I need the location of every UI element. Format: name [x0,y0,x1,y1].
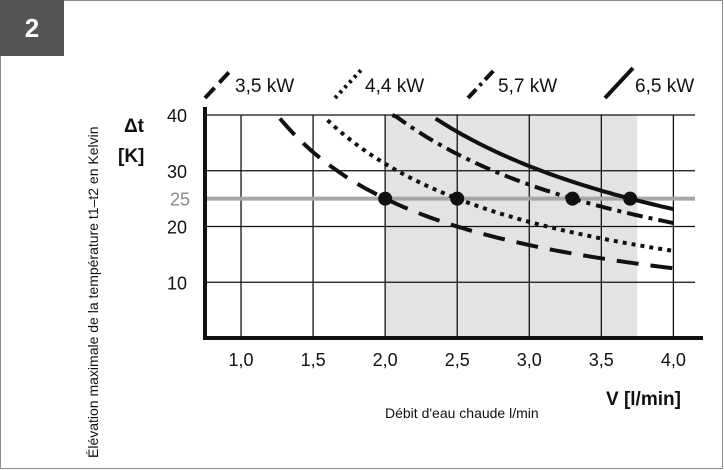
x-tick-6: 4,0 [661,350,686,370]
y-axis-title: Δt [124,116,145,137]
x-tick-3: 2,5 [445,350,470,370]
series-line-0 [278,117,674,271]
series-markers [378,191,638,206]
series-line-2 [391,113,674,225]
marker-2 [565,191,580,206]
legend-label-1: 4,4 kW [365,76,424,97]
legend-label-2: 5,7 kW [498,76,557,97]
y-tick-2: 30 [167,162,187,182]
x-tick-4: 3,0 [517,350,542,370]
legend-swatch-2 [466,66,498,100]
x-tick-5: 3,5 [589,350,614,370]
y-tick-3: 40 [167,106,187,126]
y-tick-1: 20 [167,218,187,238]
figure-number-badge: 2 [0,0,64,56]
marker-1 [450,191,465,206]
series-line-1 [326,118,674,253]
y-highlight-label: 25 [170,190,190,210]
legend-swatch-0 [203,66,235,100]
marker-0 [378,191,393,206]
y-axis-rotated-label: Élévation maximale de la température t1–… [85,126,101,458]
y-axis-unit: [K] [118,146,144,167]
x-tick-1: 1,5 [301,350,326,370]
x-tick-labels: 1,0 1,5 2,0 2,5 3,0 3,5 4,0 [229,350,686,370]
legend-label-0: 3,5 kW [235,76,294,97]
y-tick-labels: 10 20 30 40 [167,106,187,293]
x-axis-title: V [l/min] [606,389,681,410]
legend-label-3: 6,5 kW [635,76,694,97]
legend: 3,5 kW 4,4 kW 5,7 kW 6,5 kW [203,66,694,100]
x-tick-2: 2,0 [373,350,398,370]
y-tick-0: 10 [167,273,187,293]
legend-swatch-1 [333,66,365,100]
legend-swatch-3 [603,66,635,100]
x-tick-0: 1,0 [229,350,254,370]
x-axis-secondary-label: Débit d'eau chaude l/min [385,405,539,421]
marker-3 [623,191,638,206]
